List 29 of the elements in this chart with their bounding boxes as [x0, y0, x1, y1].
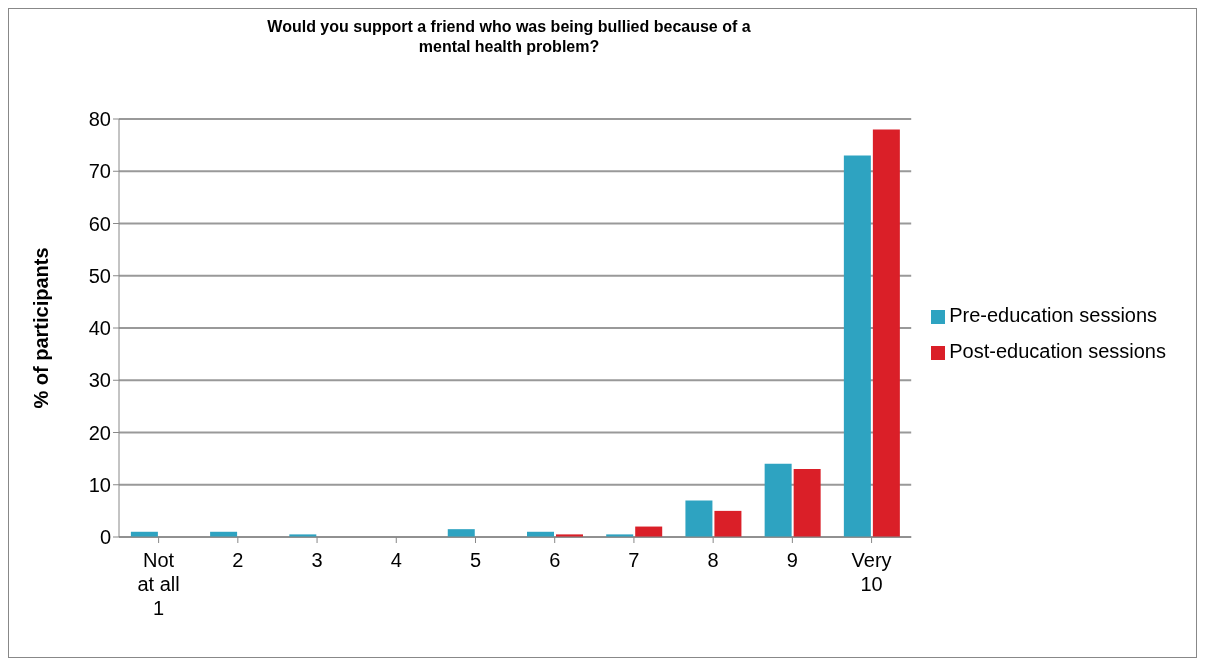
y-tick-label: 60 [88, 212, 111, 235]
y-tick-label: 30 [88, 369, 111, 392]
x-tick-label: 7 [628, 549, 640, 571]
legend-label: Pre-education sessions [949, 304, 1158, 326]
x-tick-label: 9 [786, 549, 798, 571]
bar [843, 155, 871, 537]
x-tick-label: 2 [232, 549, 244, 571]
x-tick-label: 4 [390, 549, 402, 571]
bar [764, 463, 792, 537]
x-tick-label: 3 [311, 549, 323, 571]
bar [685, 500, 713, 537]
x-tick-label: 6 [549, 549, 561, 571]
x-tick-label: 8 [707, 549, 719, 571]
y-tick-label: 50 [88, 264, 111, 287]
y-tick-label: 20 [88, 421, 111, 444]
bar [714, 510, 742, 537]
y-tick-label: 0 [99, 526, 111, 549]
y-tick-label: 80 [88, 108, 111, 131]
x-tick-label: 5 [469, 549, 482, 571]
chart-title: Would you support a friend who was being bullied because of a mental health problem? [266, 17, 752, 57]
bar [872, 129, 900, 537]
legend-label: Post-education sessions [949, 340, 1166, 362]
bar [793, 469, 821, 537]
y-tick-label: 40 [88, 317, 111, 340]
x-tick-label: Not at all 1 [137, 549, 180, 619]
y-tick-label: 70 [88, 160, 111, 183]
x-tick-label: Very 10 [851, 549, 892, 595]
y-tick-label: 10 [88, 473, 111, 496]
y-axis-title: % of participants [30, 247, 53, 409]
